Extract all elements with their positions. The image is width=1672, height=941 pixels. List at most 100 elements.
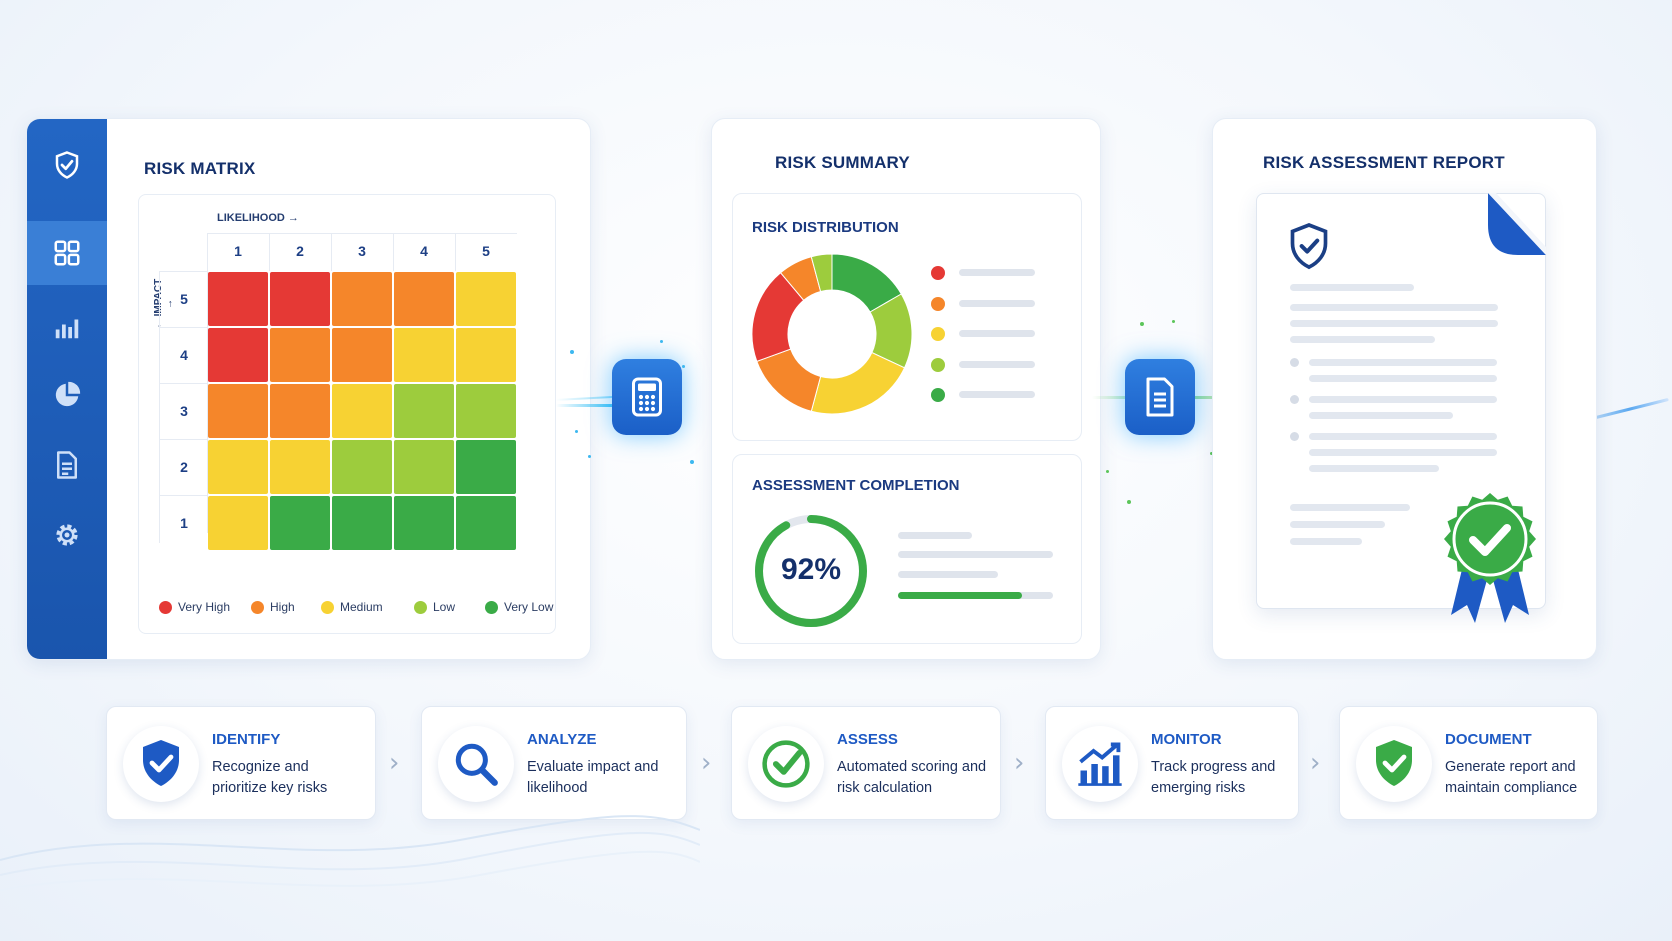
matrix-cell-very-low[interactable] [456, 440, 516, 494]
step-description: Track progress and emerging risks [1151, 759, 1276, 796]
distribution-legend-dot [931, 357, 945, 372]
sidebar-item-dashboard[interactable] [27, 221, 107, 285]
completion-progress-track [898, 592, 1053, 599]
gear-icon [56, 524, 78, 546]
step-description: Recognize and prioritize key risks [212, 759, 328, 796]
matrix-column-header: 1 [234, 243, 242, 259]
decorative-wave [0, 815, 700, 891]
matrix-cell-low[interactable] [456, 384, 516, 438]
generate-report-connector-button[interactable] [1125, 359, 1195, 435]
step-title: ANALYZE [527, 731, 597, 748]
legend-item: High [251, 600, 295, 614]
matrix-cell-high[interactable] [332, 328, 392, 382]
matrix-row-header: 3 [180, 403, 188, 419]
assessment-completion-card: ASSESSMENT COMPLETION 92% [732, 454, 1082, 644]
completion-ring [755, 515, 867, 627]
matrix-row-header: 4 [180, 347, 188, 363]
matrix-cell-very-high[interactable] [208, 328, 268, 382]
step-document[interactable]: DOCUMENT Generate report and maintain co… [1339, 706, 1598, 820]
matrix-row-header: 5 [180, 291, 188, 307]
legend-dot [414, 600, 427, 614]
matrix-cell-high[interactable] [270, 328, 330, 382]
legend-dot [251, 600, 264, 614]
matrix-cell-medium[interactable] [270, 440, 330, 494]
matrix-column-header: 5 [482, 243, 490, 259]
sidebar [27, 119, 107, 659]
risk-report-title: RISK ASSESSMENT REPORT [1263, 153, 1505, 172]
shield-check-icon [1290, 223, 1328, 270]
legend-item: Low [414, 600, 455, 614]
step-description: Evaluate impact and likelihood [527, 759, 659, 796]
legend-item: Medium [321, 600, 383, 614]
legend-label: Low [433, 600, 456, 614]
distribution-legend-placeholder [959, 360, 1035, 368]
step-description: Generate report and maintain compliance [1445, 759, 1578, 796]
step-title: DOCUMENT [1445, 731, 1532, 748]
step-monitor[interactable]: MONITOR Track progress and emerging risk… [1045, 706, 1299, 820]
shield-check-icon [143, 740, 179, 786]
step-title: IDENTIFY [212, 731, 281, 748]
matrix-cell-low[interactable] [332, 440, 392, 494]
matrix-cell-medium[interactable] [208, 496, 268, 550]
sidebar-item-settings[interactable] [27, 503, 107, 567]
document-icon [1146, 377, 1174, 417]
legend-item: Very High [159, 600, 230, 614]
matrix-cell-medium[interactable] [456, 328, 516, 382]
page-fold-corner [1488, 193, 1546, 255]
chevron-right-icon: › [1014, 748, 1025, 778]
award-ribbon-icon [1444, 493, 1536, 623]
distribution-legend-placeholder [959, 269, 1035, 276]
matrix-cell-very-high[interactable] [270, 272, 330, 326]
pie-chart-icon [55, 381, 81, 407]
step-analyze[interactable]: ANALYZE Evaluate impact and likelihood [421, 706, 687, 820]
risk-matrix-panel: RISK MATRIX LIKELIHOOD → ← IMPACT → 1234… [26, 118, 591, 660]
matrix-cell-high[interactable] [332, 272, 392, 326]
risk-matrix-title: RISK MATRIX [144, 159, 256, 178]
sidebar-item-analytics[interactable] [27, 295, 107, 359]
matrix-column-header: 2 [296, 243, 304, 259]
sidebar-item-documents[interactable] [27, 433, 107, 497]
risk-distribution-donut [751, 253, 913, 415]
distribution-legend-dot [931, 296, 945, 311]
matrix-cell-medium[interactable] [208, 440, 268, 494]
step-assess[interactable]: ASSESS Automated scoring and risk calcul… [731, 706, 1001, 820]
dashboard-grid-icon [54, 240, 80, 266]
matrix-cell-low[interactable] [394, 384, 454, 438]
magnifier-icon [455, 743, 498, 786]
shield-check-icon [55, 151, 79, 179]
matrix-cell-high[interactable] [270, 384, 330, 438]
distribution-legend-placeholder [959, 391, 1035, 398]
distribution-legend-placeholder [959, 299, 1035, 307]
matrix-cell-very-low[interactable] [456, 496, 516, 550]
sidebar-item-reports-chart[interactable] [27, 363, 107, 427]
matrix-cell-medium[interactable] [456, 272, 516, 326]
matrix-cell-medium[interactable] [332, 384, 392, 438]
matrix-cell-very-high[interactable] [208, 272, 268, 326]
matrix-cell-low[interactable] [394, 440, 454, 494]
step-identify[interactable]: IDENTIFY Recognize and prioritize key ri… [106, 706, 376, 820]
legend-label: Very High [178, 600, 231, 614]
chevron-right-icon: › [389, 748, 400, 778]
matrix-cell-very-low[interactable] [270, 496, 330, 550]
matrix-cell-medium[interactable] [394, 328, 454, 382]
step-description: Automated scoring and risk calculation [837, 759, 987, 796]
trend-chart-icon [1078, 742, 1122, 786]
matrix-cell-very-low[interactable] [394, 496, 454, 550]
distribution-legend-placeholder [959, 330, 1035, 337]
sidebar-item-security[interactable] [27, 133, 107, 197]
matrix-column-header: 4 [420, 243, 428, 259]
legend-label: High [270, 600, 295, 614]
chevron-right-icon: › [701, 748, 712, 778]
chevron-right-icon: › [1310, 748, 1321, 778]
matrix-cell-high[interactable] [394, 272, 454, 326]
matrix-cell-high[interactable] [208, 384, 268, 438]
risk-summary-title: RISK SUMMARY [775, 153, 910, 172]
matrix-cell-very-low[interactable] [332, 496, 392, 550]
completion-percent: 92% [780, 553, 842, 586]
calculate-connector-button[interactable] [612, 359, 682, 435]
completion-progress-fill [898, 592, 1022, 599]
matrix-column-header: 3 [358, 243, 366, 259]
connector-glow-line [556, 404, 666, 407]
calculator-icon [632, 377, 662, 417]
risk-report-panel: RISK ASSESSMENT REPORT [1212, 118, 1597, 660]
